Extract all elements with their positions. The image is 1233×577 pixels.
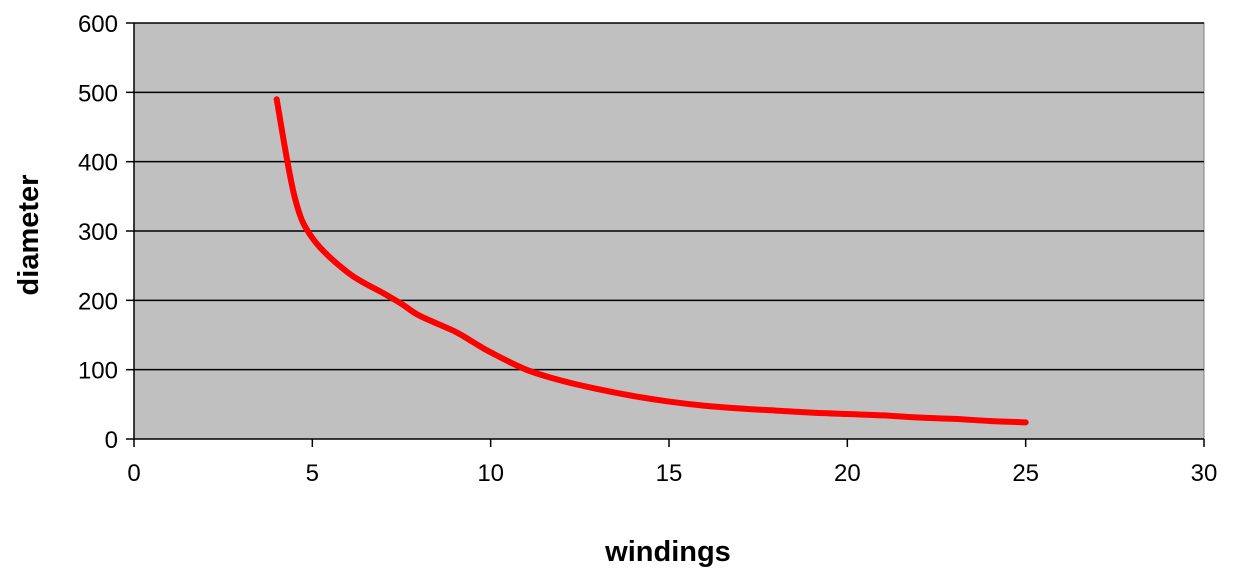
y-axis-title: diameter bbox=[13, 175, 45, 296]
y-tick-label: 400 bbox=[78, 150, 118, 177]
y-tick-label: 200 bbox=[78, 288, 118, 315]
x-tick-label: 0 bbox=[127, 460, 140, 487]
y-tick-label: 300 bbox=[78, 219, 118, 246]
x-tick-label: 30 bbox=[1191, 460, 1218, 487]
y-tick-label: 600 bbox=[78, 11, 118, 38]
y-tick-label: 100 bbox=[78, 358, 118, 385]
x-tick-label: 5 bbox=[306, 460, 319, 487]
y-tick-label: 500 bbox=[78, 80, 118, 107]
x-axis-title: windings bbox=[604, 536, 731, 568]
x-tick-label: 20 bbox=[834, 460, 861, 487]
x-tick-label: 10 bbox=[477, 460, 504, 487]
y-tick-label: 0 bbox=[105, 427, 118, 454]
x-tick-label: 15 bbox=[656, 460, 683, 487]
series-line bbox=[273, 96, 1029, 426]
x-tick-label: 25 bbox=[1012, 460, 1039, 487]
